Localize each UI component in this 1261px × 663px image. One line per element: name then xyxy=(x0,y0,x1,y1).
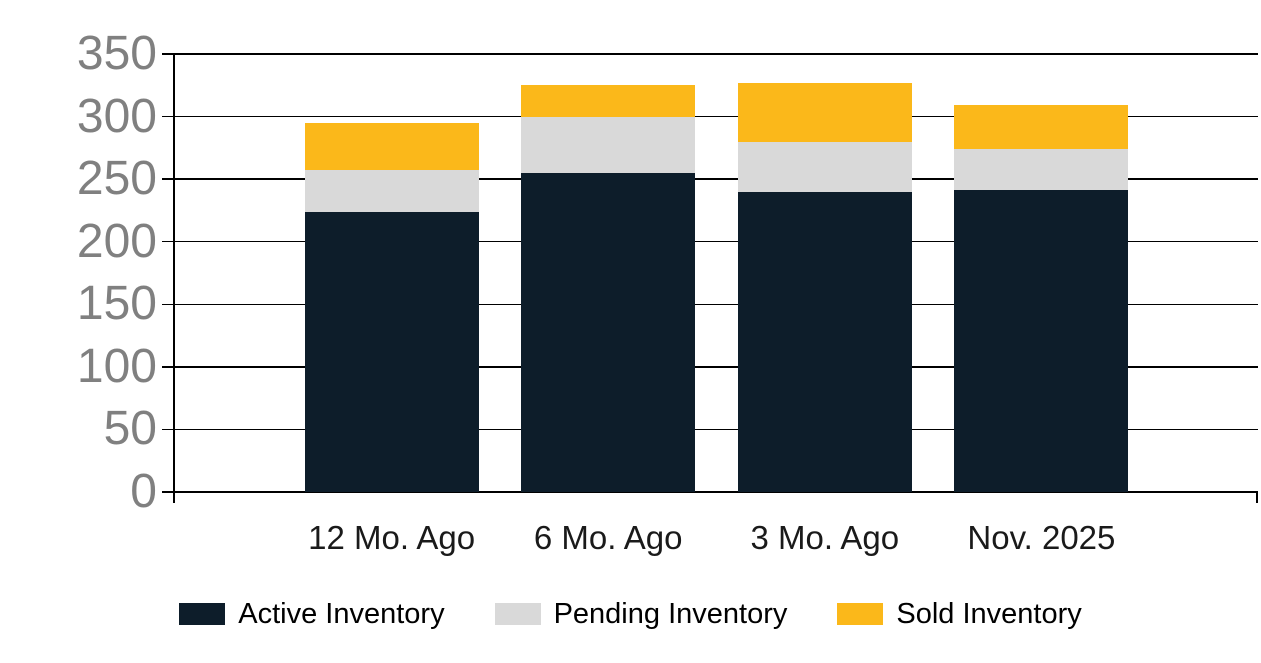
y-axis-tick-label: 300 xyxy=(76,89,157,143)
bar-segment-active-inventory xyxy=(521,172,696,492)
x-axis-category-label: 6 Mo. Ago xyxy=(533,519,683,556)
gridline-350 xyxy=(175,53,1258,55)
legend-swatch-icon xyxy=(179,603,226,625)
legend-label: Pending Inventory xyxy=(553,598,788,630)
x-axis-category-label: Nov. 2025 xyxy=(967,519,1116,556)
gridline-200 xyxy=(175,240,1258,243)
y-axis-tick-label: 150 xyxy=(76,277,157,331)
gridline-250 xyxy=(175,178,1258,180)
y-axis-tick-250 xyxy=(162,178,175,180)
legend: Active Inventory Pending Inventory Sold In… xyxy=(0,598,1261,630)
bar-segment-sold-inventory xyxy=(521,85,696,117)
legend-swatch-icon xyxy=(494,603,541,625)
gridline-150 xyxy=(175,303,1258,306)
y-axis-tick-label: 250 xyxy=(76,152,157,206)
legend-item-active-inventory: Active Inventory xyxy=(179,598,445,630)
y-axis-tick-label: 50 xyxy=(103,402,157,456)
legend-item-pending-inventory: Pending Inventory xyxy=(494,598,788,630)
y-axis-tick-50 xyxy=(162,428,175,431)
gridline-0 xyxy=(175,491,1258,493)
legend-swatch-icon xyxy=(837,603,884,625)
y-axis-tick-label: 200 xyxy=(76,214,157,268)
y-axis-tick-label: 350 xyxy=(76,27,157,80)
legend-label: Sold Inventory xyxy=(896,598,1082,630)
y-axis-line xyxy=(173,54,175,503)
bar-segment-pending-inventory xyxy=(521,116,696,173)
y-axis-tick-300 xyxy=(162,115,175,118)
bar-segment-pending-inventory xyxy=(954,149,1129,191)
legend-item-sold-inventory: Sold Inventory xyxy=(837,598,1082,630)
bar-segment-active-inventory xyxy=(304,211,479,492)
bar-segment-active-inventory xyxy=(954,190,1129,492)
bar-segment-active-inventory xyxy=(737,191,912,492)
y-axis-tick-label: 100 xyxy=(76,339,157,393)
bar-segment-sold-inventory xyxy=(954,105,1129,150)
x-axis-category-label: 3 Mo. Ago xyxy=(750,519,900,556)
y-axis-tick-150 xyxy=(162,303,175,306)
y-axis-tick-0 xyxy=(162,491,175,493)
bar-segment-pending-inventory xyxy=(737,141,912,192)
y-axis-tick-350 xyxy=(162,53,175,55)
gridline-50 xyxy=(175,428,1258,431)
y-axis-tick-100 xyxy=(162,366,175,368)
legend-label: Active Inventory xyxy=(238,598,445,630)
y-axis-tick-label: 0 xyxy=(130,465,157,518)
gridline-300 xyxy=(175,115,1258,118)
bar-segment-sold-inventory xyxy=(304,122,479,171)
x-axis-category-label: 12 Mo. Ago xyxy=(308,519,476,556)
x-axis-end-tick xyxy=(1256,492,1258,503)
bar-segment-sold-inventory xyxy=(737,82,912,142)
gridline-100 xyxy=(175,366,1258,368)
y-axis-tick-200 xyxy=(162,240,175,243)
bar-segment-pending-inventory xyxy=(304,170,479,212)
